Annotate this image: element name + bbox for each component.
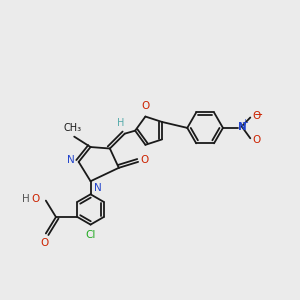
Text: O: O	[31, 194, 39, 204]
Text: O: O	[252, 111, 260, 121]
Text: +: +	[241, 118, 248, 127]
Text: O: O	[40, 238, 49, 248]
Text: H: H	[22, 194, 29, 204]
Text: O: O	[252, 135, 260, 145]
Text: H: H	[117, 118, 124, 128]
Text: N: N	[67, 155, 75, 165]
Text: N: N	[94, 183, 101, 193]
Text: Cl: Cl	[85, 230, 96, 240]
Text: N: N	[238, 122, 247, 132]
Text: −: −	[254, 110, 263, 119]
Text: O: O	[141, 101, 149, 111]
Text: CH₃: CH₃	[64, 123, 82, 133]
Text: O: O	[140, 154, 149, 164]
